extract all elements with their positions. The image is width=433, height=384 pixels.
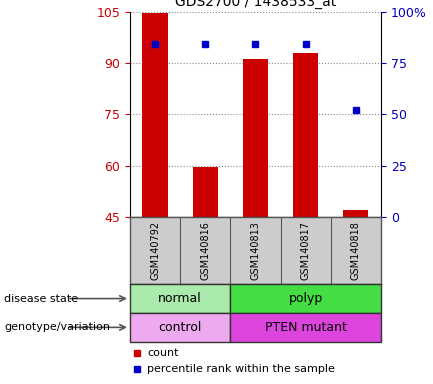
- Bar: [343, 210, 368, 217]
- Text: control: control: [158, 321, 202, 334]
- Bar: [193, 167, 218, 217]
- Text: normal: normal: [158, 292, 202, 305]
- Title: GDS2700 / 1438533_at: GDS2700 / 1438533_at: [175, 0, 336, 9]
- Text: polyp: polyp: [288, 292, 323, 305]
- Text: GSM140816: GSM140816: [200, 221, 210, 280]
- Bar: [142, 13, 168, 217]
- Text: GSM140817: GSM140817: [301, 221, 311, 280]
- Text: count: count: [148, 348, 179, 358]
- Text: GSM140792: GSM140792: [150, 221, 160, 280]
- Bar: [243, 60, 268, 217]
- Text: percentile rank within the sample: percentile rank within the sample: [148, 364, 335, 374]
- Bar: [230, 313, 381, 342]
- Bar: [230, 284, 381, 313]
- Text: GSM140818: GSM140818: [351, 221, 361, 280]
- Bar: [130, 313, 230, 342]
- Text: disease state: disease state: [4, 293, 78, 304]
- Bar: [130, 284, 230, 313]
- Text: genotype/variation: genotype/variation: [4, 322, 110, 333]
- Text: PTEN mutant: PTEN mutant: [265, 321, 347, 334]
- Bar: [293, 53, 318, 217]
- Text: GSM140813: GSM140813: [250, 221, 261, 280]
